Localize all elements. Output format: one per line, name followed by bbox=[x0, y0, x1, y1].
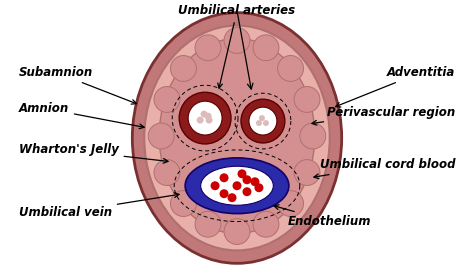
Circle shape bbox=[179, 92, 231, 144]
Circle shape bbox=[253, 211, 279, 237]
Circle shape bbox=[219, 173, 228, 182]
Circle shape bbox=[206, 117, 212, 124]
Text: Wharton's Jelly: Wharton's Jelly bbox=[18, 143, 168, 163]
Text: Umbilical arteries: Umbilical arteries bbox=[178, 4, 296, 88]
Text: Perivascular region: Perivascular region bbox=[312, 106, 456, 125]
Circle shape bbox=[224, 28, 250, 54]
Circle shape bbox=[154, 160, 180, 185]
Text: Umbilical cord blood: Umbilical cord blood bbox=[314, 158, 456, 179]
Circle shape bbox=[237, 169, 246, 178]
Ellipse shape bbox=[144, 26, 330, 250]
Circle shape bbox=[255, 183, 264, 192]
Circle shape bbox=[233, 181, 241, 190]
Text: Amnion: Amnion bbox=[18, 102, 144, 129]
Circle shape bbox=[294, 160, 320, 185]
Circle shape bbox=[148, 123, 174, 149]
Circle shape bbox=[278, 55, 303, 81]
Circle shape bbox=[241, 99, 285, 143]
Circle shape bbox=[250, 177, 259, 186]
Circle shape bbox=[210, 181, 219, 190]
Circle shape bbox=[278, 191, 303, 216]
Circle shape bbox=[249, 107, 277, 135]
Circle shape bbox=[154, 87, 180, 112]
Circle shape bbox=[195, 211, 221, 237]
Circle shape bbox=[219, 189, 228, 198]
Circle shape bbox=[294, 87, 320, 112]
Ellipse shape bbox=[185, 158, 289, 213]
Circle shape bbox=[263, 120, 269, 126]
Circle shape bbox=[243, 175, 252, 184]
Circle shape bbox=[228, 193, 237, 202]
Circle shape bbox=[205, 113, 211, 120]
Circle shape bbox=[224, 219, 250, 244]
Circle shape bbox=[201, 111, 208, 118]
Ellipse shape bbox=[201, 166, 273, 205]
Ellipse shape bbox=[132, 13, 342, 263]
Circle shape bbox=[243, 187, 252, 196]
Text: Umbilical vein: Umbilical vein bbox=[18, 193, 179, 219]
Ellipse shape bbox=[159, 38, 315, 233]
Circle shape bbox=[300, 123, 326, 149]
Text: Adventitia: Adventitia bbox=[336, 66, 456, 107]
Text: Subamnion: Subamnion bbox=[18, 66, 137, 104]
Circle shape bbox=[171, 191, 196, 216]
Circle shape bbox=[171, 55, 196, 81]
Circle shape bbox=[259, 115, 265, 121]
Text: Endothelium: Endothelium bbox=[274, 205, 372, 228]
Circle shape bbox=[195, 35, 221, 61]
Circle shape bbox=[253, 35, 279, 61]
Circle shape bbox=[256, 120, 262, 126]
Circle shape bbox=[197, 117, 204, 124]
Circle shape bbox=[188, 101, 222, 135]
